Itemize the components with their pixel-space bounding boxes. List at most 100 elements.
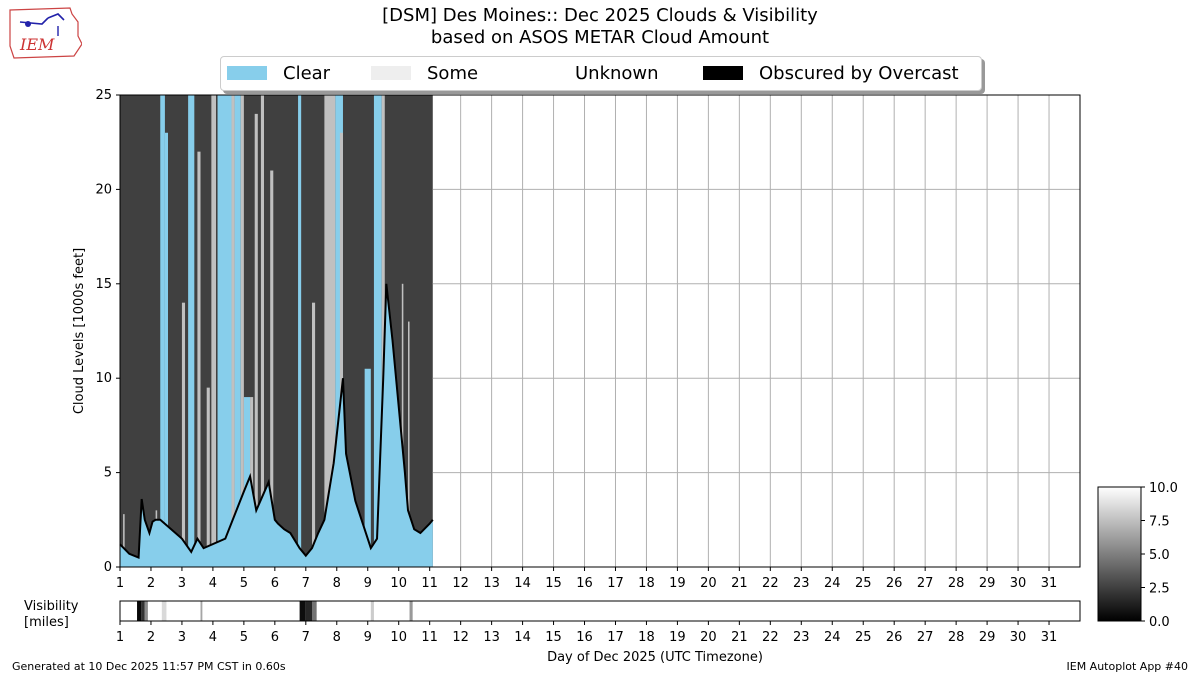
some-column (181, 302, 186, 567)
vis-x-tick-label: 13 (483, 630, 500, 645)
x-tick-label: 19 (669, 576, 686, 591)
visibility-band (409, 601, 413, 621)
legend-label-clear: Clear (283, 62, 331, 84)
some-column (381, 95, 385, 567)
legend-swatch-unknown (519, 66, 559, 80)
clear-column (188, 95, 195, 567)
iem-logo: IEM (9, 7, 82, 59)
clear-column (217, 95, 232, 567)
clear-column (234, 95, 241, 567)
some-column (408, 321, 410, 567)
x-tick-label: 21 (731, 576, 748, 591)
some-column (401, 283, 404, 567)
y-tick-label: 10 (95, 371, 112, 386)
visibility-label-line-1: Visibility (24, 599, 79, 614)
title-line-2: based on ASOS METAR Cloud Amount (430, 27, 770, 48)
vis-x-tick-label: 7 (302, 630, 310, 645)
visibility-frame (119, 600, 1081, 622)
legend-label-some: Some (427, 62, 479, 84)
x-tick-label: 28 (948, 576, 965, 591)
some-column (270, 170, 274, 567)
x-tick-label: 3 (178, 576, 186, 591)
visibility-label-line-2: [miles] (24, 615, 69, 630)
vis-x-tick-label: 5 (240, 630, 248, 645)
x-tick-label: 29 (979, 576, 996, 591)
vis-x-tick-label: 14 (514, 630, 531, 645)
clear-column (298, 95, 302, 567)
vis-x-tick-label: 22 (762, 630, 779, 645)
x-tick-label: 17 (607, 576, 624, 591)
colorbar-tick-label: 10.0 (1149, 481, 1178, 496)
x-tick-label: 14 (514, 576, 531, 591)
vis-x-tick-label: 27 (917, 630, 934, 645)
legend-item-some: Some (371, 61, 478, 85)
x-tick-label: 25 (855, 576, 872, 591)
y-tick-label: 5 (104, 466, 112, 481)
visibility-colorbar: 0.0 2.5 5.0 7.5 10.0 (1097, 481, 1178, 630)
some-column (211, 95, 216, 567)
visibility-band (144, 601, 148, 621)
vis-x-tick-label: 9 (364, 630, 372, 645)
clear-area (120, 283, 433, 567)
some-column (312, 302, 316, 567)
x-tick-label: 2 (147, 576, 155, 591)
vis-x-tick-label: 4 (209, 630, 217, 645)
legend-item-clear: Clear (227, 61, 330, 85)
legend-swatch-clear (227, 66, 267, 80)
vis-x-tick-label: 16 (576, 630, 593, 645)
visibility-strip: 1 2 3 4 5 6 7 8 9 10 11 12 13 14 15 16 17 18 19 20 21 22 23 24 2… (116, 600, 1081, 645)
cloud-base-line (119, 283, 434, 560)
clear-column (373, 95, 382, 567)
visibility-band (200, 601, 203, 621)
legend-label-overcast: Obscured by Overcast (759, 62, 959, 84)
x-tick-label: 11 (421, 576, 438, 591)
generated-timestamp: Generated at 10 Dec 2025 11:57 PM CST in… (12, 660, 286, 673)
visibility-band (137, 601, 142, 621)
vis-x-tick-label: 26 (886, 630, 903, 645)
some-column (240, 95, 244, 567)
vis-x-tick-label: 10 (390, 630, 407, 645)
x-tick-label: 13 (483, 576, 500, 591)
vis-x-tick-label: 23 (793, 630, 810, 645)
x-tick-label: 15 (545, 576, 562, 591)
logo-text: IEM (19, 35, 55, 54)
x-tick-label: 9 (364, 576, 372, 591)
vis-x-tick-label: 20 (700, 630, 717, 645)
title-line-1: [DSM] Des Moines:: Dec 2025 Clouds & Vis… (382, 5, 818, 26)
some-column (197, 151, 201, 567)
visibility-band (141, 601, 145, 621)
y-tick-label: 0 (104, 560, 112, 575)
some-column (339, 132, 343, 567)
visibility-background (120, 601, 1080, 621)
y-tick-label: 25 (95, 88, 112, 103)
some-column (206, 387, 210, 567)
vis-x-tick-label: 18 (638, 630, 655, 645)
clear-column (160, 95, 165, 567)
some-column (123, 514, 125, 567)
vis-x-tick-label: 31 (1041, 630, 1058, 645)
x-tick-label: 31 (1041, 576, 1058, 591)
x-tick-label: 12 (452, 576, 469, 591)
x-tick-label: 20 (700, 576, 717, 591)
colorbar-tick-label: 5.0 (1149, 548, 1170, 563)
vis-x-tick-label: 28 (948, 630, 965, 645)
legend-item-unknown: Unknown (519, 61, 659, 85)
y-tick-label: 20 (95, 182, 112, 197)
app-credit: IEM Autoplot App #40 (1066, 660, 1189, 673)
colorbar-gradient (1097, 486, 1142, 622)
vis-x-tick-label: 1 (116, 630, 124, 645)
x-tick-label: 1 (116, 576, 124, 591)
vis-x-tick-label: 3 (178, 630, 186, 645)
vis-x-tick-label: 11 (421, 630, 438, 645)
x-tick-label: 6 (271, 576, 279, 591)
clear-column (164, 132, 168, 567)
vis-x-tick-label: 19 (669, 630, 686, 645)
colorbar-tick-label: 7.5 (1149, 515, 1170, 530)
x-tick-label: 8 (333, 576, 341, 591)
vis-x-tick-label: 24 (824, 630, 841, 645)
vis-x-tick-label: 2 (147, 630, 155, 645)
vis-x-tick-label: 15 (545, 630, 562, 645)
legend-label-unknown: Unknown (575, 62, 659, 84)
